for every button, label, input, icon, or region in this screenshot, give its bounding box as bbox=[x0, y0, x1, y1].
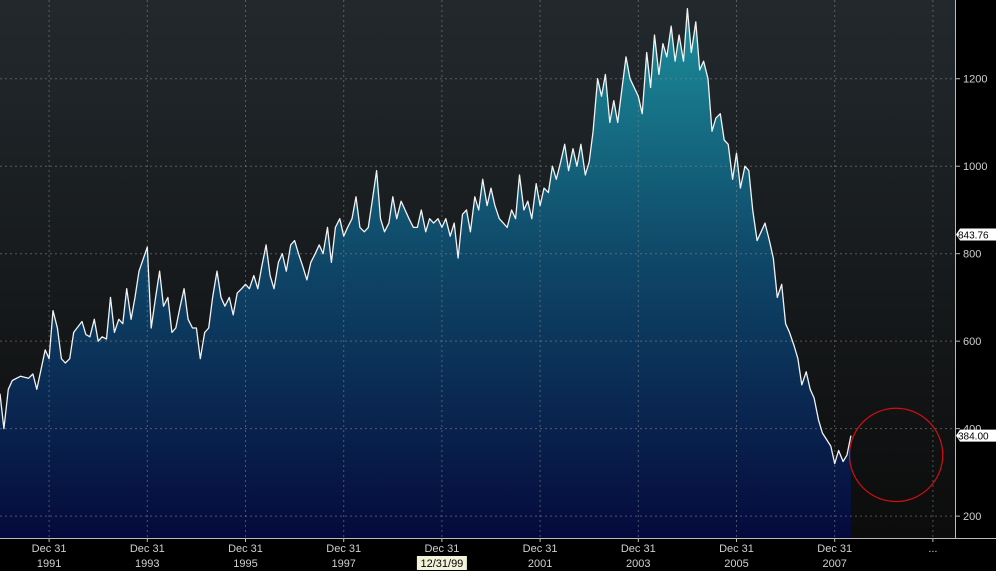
x-tick-label-bottom: 1991 bbox=[37, 558, 61, 570]
series-line bbox=[0, 8, 852, 465]
x-tick-label-top: Dec 31 bbox=[326, 543, 361, 555]
y-tick-label: 800 bbox=[963, 249, 981, 261]
y-axis-panel bbox=[955, 0, 996, 538]
x-tick-label-top: Dec 31 bbox=[523, 543, 558, 555]
y-tick-label: 600 bbox=[963, 336, 981, 348]
x-axis-panel bbox=[0, 538, 996, 571]
x-tick-label-bottom: 2007 bbox=[822, 558, 846, 570]
price-flag: 843.76 bbox=[956, 228, 996, 242]
annotation-circle bbox=[848, 407, 944, 503]
price-flag-label: 384.00 bbox=[958, 432, 989, 443]
x-tick-label-top: Dec 31 bbox=[719, 543, 754, 555]
x-tick-label-top: ... bbox=[928, 543, 937, 555]
price-flag: 384.00 bbox=[956, 429, 996, 443]
x-tick-label-top: Dec 31 bbox=[130, 543, 165, 555]
price-flag-box bbox=[956, 228, 996, 241]
x-tick-label-top: Dec 31 bbox=[424, 543, 459, 555]
x-tick-label-bottom: 2005 bbox=[724, 558, 748, 570]
y-tick-label: 1000 bbox=[963, 161, 987, 173]
price-flag-box bbox=[956, 429, 996, 442]
x-tick-highlight-box bbox=[416, 556, 467, 570]
x-tick-label-top: Dec 31 bbox=[228, 543, 263, 555]
x-tick-label-top: Dec 31 bbox=[621, 543, 656, 555]
x-tick-label-bottom: 1993 bbox=[135, 558, 159, 570]
x-tick-label-bottom: 1997 bbox=[331, 558, 355, 570]
x-tick-label-bottom: 12/31/99 bbox=[420, 558, 463, 570]
x-tick-label-top: Dec 31 bbox=[32, 543, 67, 555]
y-tick-label: 1200 bbox=[963, 74, 987, 86]
x-tick-label-bottom: 1995 bbox=[233, 558, 257, 570]
x-tick-label-top: Dec 31 bbox=[817, 543, 852, 555]
x-tick-label-bottom: 2001 bbox=[528, 558, 552, 570]
y-tick-label: 200 bbox=[963, 511, 981, 523]
price-flag-label: 843.76 bbox=[958, 231, 989, 242]
x-tick-label-bottom: 2003 bbox=[626, 558, 650, 570]
